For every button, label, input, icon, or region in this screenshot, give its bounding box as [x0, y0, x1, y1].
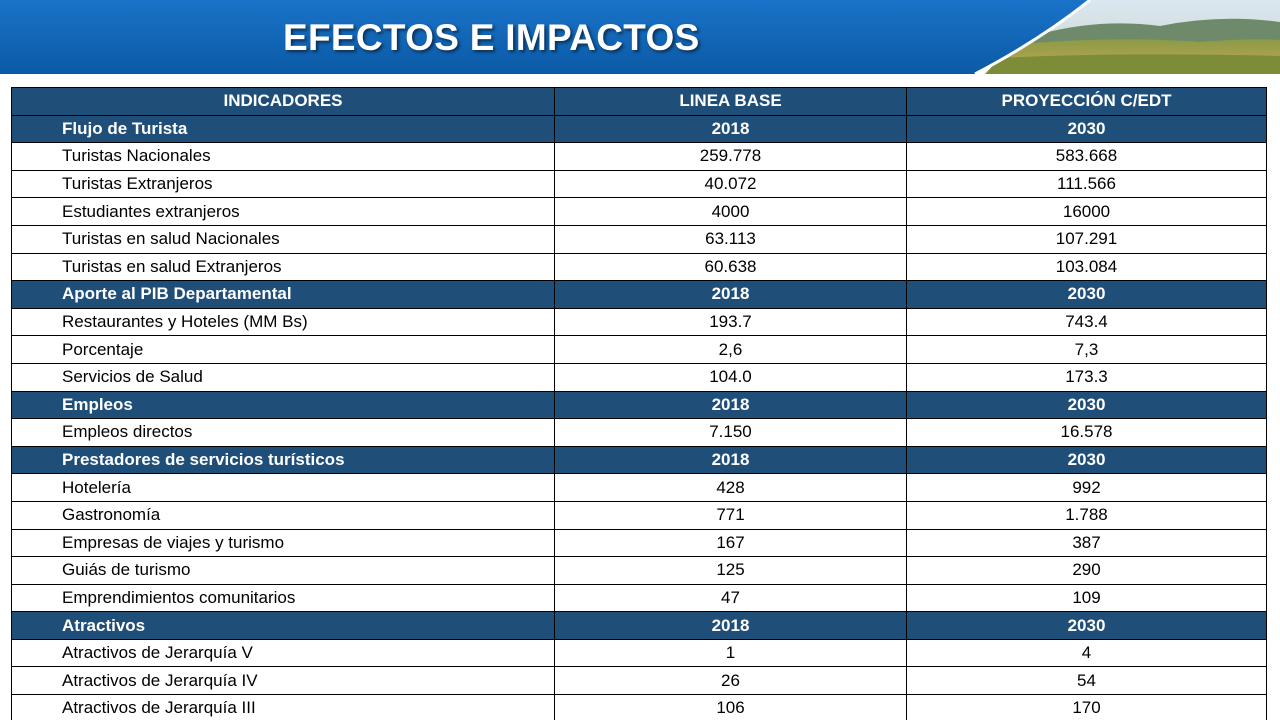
- indicator-label: Guiás de turismo: [12, 557, 555, 585]
- indicators-table: INDICADORES LINEA BASE PROYECCIÓN C/EDT …: [11, 87, 1267, 720]
- baseline-value: 2018: [555, 446, 907, 474]
- table-row: Empresas de viajes y turismo167387: [12, 529, 1267, 557]
- baseline-value: 106: [555, 695, 907, 720]
- indicator-label: Turistas Extranjeros: [12, 170, 555, 198]
- column-header-linea-base: LINEA BASE: [555, 88, 907, 116]
- projection-value: 4: [907, 639, 1267, 667]
- section-header-row: Atractivos20182030: [12, 612, 1267, 640]
- projection-value: 743.4: [907, 308, 1267, 336]
- section-label: Empleos: [12, 391, 555, 419]
- baseline-value: 2018: [555, 115, 907, 143]
- baseline-value: 60.638: [555, 253, 907, 281]
- table-row: Empleos directos7.15016.578: [12, 419, 1267, 447]
- table-row: Porcentaje2,67,3: [12, 336, 1267, 364]
- table-row: Restaurantes y Hoteles (MM Bs)193.7743.4: [12, 308, 1267, 336]
- baseline-value: 167: [555, 529, 907, 557]
- projection-value: 992: [907, 474, 1267, 502]
- indicator-label: Atractivos de Jerarquía III: [12, 695, 555, 720]
- projection-value: 170: [907, 695, 1267, 720]
- section-header-row: Prestadores de servicios turísticos20182…: [12, 446, 1267, 474]
- table-row: Emprendimientos comunitarios47109: [12, 584, 1267, 612]
- baseline-value: 63.113: [555, 225, 907, 253]
- section-label: Aporte al PIB Departamental: [12, 281, 555, 309]
- baseline-value: 2,6: [555, 336, 907, 364]
- table-row: Atractivos de Jerarquía III106170: [12, 695, 1267, 720]
- section-header-row: Aporte al PIB Departamental20182030: [12, 281, 1267, 309]
- table-row: Turistas Extranjeros40.072111.566: [12, 170, 1267, 198]
- indicator-label: Gastronomía: [12, 501, 555, 529]
- projection-value: 103.084: [907, 253, 1267, 281]
- column-header-indicadores: INDICADORES: [12, 88, 555, 116]
- table-header-row: INDICADORES LINEA BASE PROYECCIÓN C/EDT: [12, 88, 1267, 116]
- indicator-label: Turistas en salud Nacionales: [12, 225, 555, 253]
- projection-value: 2030: [907, 115, 1267, 143]
- indicator-label: Porcentaje: [12, 336, 555, 364]
- projection-value: 583.668: [907, 143, 1267, 171]
- indicator-label: Atractivos de Jerarquía V: [12, 639, 555, 667]
- indicator-label: Estudiantes extranjeros: [12, 198, 555, 226]
- baseline-value: 2018: [555, 612, 907, 640]
- indicators-table-container: INDICADORES LINEA BASE PROYECCIÓN C/EDT …: [11, 87, 1266, 720]
- projection-value: 7,3: [907, 336, 1267, 364]
- projection-value: 111.566: [907, 170, 1267, 198]
- baseline-value: 26: [555, 667, 907, 695]
- slide: EFECTOS E IMPACTOS INDICADORES LINEA BAS…: [0, 0, 1280, 720]
- baseline-value: 104.0: [555, 363, 907, 391]
- baseline-value: 40.072: [555, 170, 907, 198]
- indicator-label: Turistas en salud Extranjeros: [12, 253, 555, 281]
- baseline-value: 47: [555, 584, 907, 612]
- section-header-row: Flujo de Turista20182030: [12, 115, 1267, 143]
- table-row: Servicios de Salud104.0173.3: [12, 363, 1267, 391]
- table-row: Atractivos de Jerarquía IV2654: [12, 667, 1267, 695]
- projection-value: 109: [907, 584, 1267, 612]
- indicator-label: Empleos directos: [12, 419, 555, 447]
- projection-value: 107.291: [907, 225, 1267, 253]
- projection-value: 16.578: [907, 419, 1267, 447]
- table-row: Guiás de turismo125290: [12, 557, 1267, 585]
- baseline-value: 4000: [555, 198, 907, 226]
- baseline-value: 2018: [555, 391, 907, 419]
- projection-value: 2030: [907, 281, 1267, 309]
- indicator-label: Atractivos de Jerarquía IV: [12, 667, 555, 695]
- projection-value: 387: [907, 529, 1267, 557]
- table-row: Gastronomía7711.788: [12, 501, 1267, 529]
- indicator-label: Hotelería: [12, 474, 555, 502]
- baseline-value: 2018: [555, 281, 907, 309]
- projection-value: 2030: [907, 391, 1267, 419]
- slide-title: EFECTOS E IMPACTOS: [283, 16, 700, 60]
- projection-value: 1.788: [907, 501, 1267, 529]
- baseline-value: 771: [555, 501, 907, 529]
- indicator-label: Restaurantes y Hoteles (MM Bs): [12, 308, 555, 336]
- projection-value: 16000: [907, 198, 1267, 226]
- baseline-value: 1: [555, 639, 907, 667]
- baseline-value: 193.7: [555, 308, 907, 336]
- projection-value: 290: [907, 557, 1267, 585]
- indicator-label: Turistas Nacionales: [12, 143, 555, 171]
- baseline-value: 428: [555, 474, 907, 502]
- baseline-value: 125: [555, 557, 907, 585]
- projection-value: 2030: [907, 612, 1267, 640]
- section-label: Atractivos: [12, 612, 555, 640]
- baseline-value: 7.150: [555, 419, 907, 447]
- table-row: Hotelería428992: [12, 474, 1267, 502]
- table-row: Turistas en salud Nacionales63.113107.29…: [12, 225, 1267, 253]
- section-label: Prestadores de servicios turísticos: [12, 446, 555, 474]
- table-body: Flujo de Turista20182030Turistas Naciona…: [12, 115, 1267, 720]
- projection-value: 2030: [907, 446, 1267, 474]
- table-row: Turistas en salud Extranjeros60.638103.0…: [12, 253, 1267, 281]
- table-row: Atractivos de Jerarquía V14: [12, 639, 1267, 667]
- indicator-label: Empresas de viajes y turismo: [12, 529, 555, 557]
- section-header-row: Empleos20182030: [12, 391, 1267, 419]
- indicator-label: Emprendimientos comunitarios: [12, 584, 555, 612]
- projection-value: 173.3: [907, 363, 1267, 391]
- indicator-label: Servicios de Salud: [12, 363, 555, 391]
- table-row: Turistas Nacionales259.778583.668: [12, 143, 1267, 171]
- column-header-proyeccion: PROYECCIÓN C/EDT: [907, 88, 1267, 116]
- section-label: Flujo de Turista: [12, 115, 555, 143]
- table-row: Estudiantes extranjeros400016000: [12, 198, 1267, 226]
- projection-value: 54: [907, 667, 1267, 695]
- baseline-value: 259.778: [555, 143, 907, 171]
